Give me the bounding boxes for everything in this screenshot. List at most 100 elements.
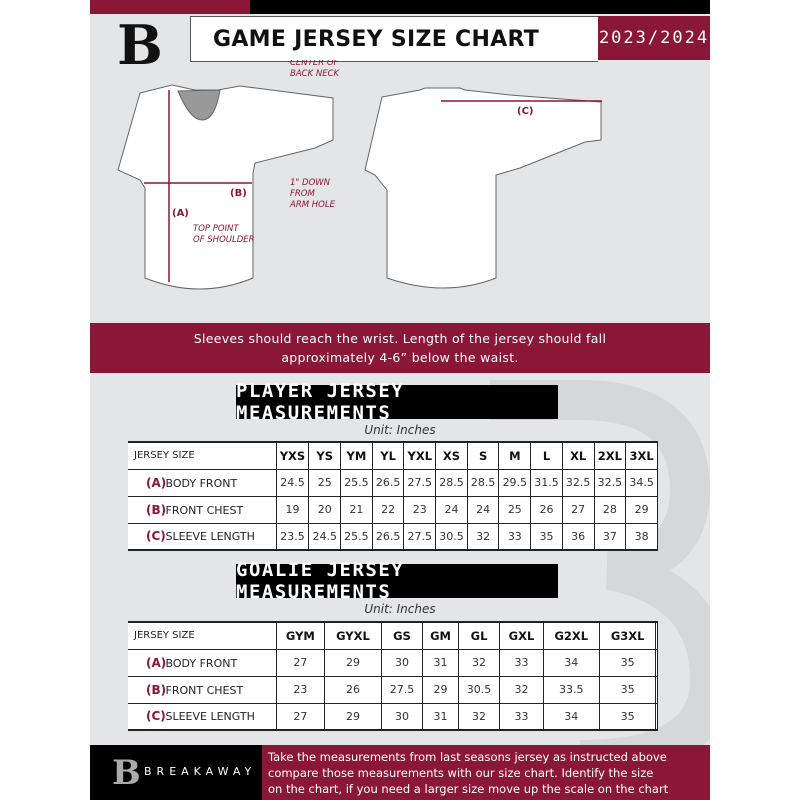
table-cell: 34 [542, 648, 600, 677]
table-cell: 29.5 [498, 468, 532, 497]
size-header: YM [340, 441, 373, 470]
arm-hole-note-1: 1" DOWN [290, 178, 331, 188]
row-letter: (C) [146, 529, 166, 544]
table-cell [655, 648, 658, 677]
size-header: GXL [499, 621, 544, 650]
row-label: (B) FRONT CHEST [128, 495, 277, 524]
instructions-band: Sleeves should reach the wrist. Length o… [90, 323, 710, 373]
table-cell: 35 [598, 675, 657, 704]
table-cell: 27 [561, 495, 595, 524]
table-row: (B) FRONT CHEST 19 20 21 22 23 24 24 25 26 27 28 29 [128, 495, 658, 524]
table-cell: 31 [422, 702, 459, 731]
table-cell: 26 [530, 495, 563, 524]
table-cell: 29 [422, 675, 459, 704]
row-letter: (B) [146, 502, 167, 517]
arm-hole-note-3: ARM HOLE [289, 200, 336, 210]
table-cell: 27 [275, 648, 326, 677]
footer-logo-icon: B [112, 753, 141, 793]
page-title: GAME JERSEY SIZE CHART [190, 16, 598, 62]
row-letter: (C) [146, 709, 166, 724]
table-cell: 24 [466, 495, 500, 524]
player-section-title: PLAYER JERSEY MEASUREMENTS [236, 380, 558, 424]
size-header: XS [435, 441, 468, 470]
table-cell: 30 [380, 648, 424, 677]
label-b: (B) [230, 188, 247, 199]
table-header-row: JERSEY SIZE GYM GYXL GS GM GL GXL G2XL G3XL [128, 621, 658, 650]
size-header: G3XL [598, 621, 657, 650]
jersey-collar [177, 89, 221, 121]
player-unit: Unit: Inches [364, 423, 436, 437]
table-cell: 26.5 [371, 522, 405, 551]
size-header: XL [561, 441, 595, 470]
table-cell: 21 [340, 495, 373, 524]
table-cell: 33 [499, 702, 544, 731]
shoulder-note-2: OF SHOULDER [193, 235, 255, 245]
table-header-row: JERSEY SIZE YXS YS YM YL YXL XS S M L XL 2XL 3XL [128, 441, 658, 470]
footer-line-2: compare those measurements with our size… [268, 766, 654, 780]
table-cell: 28.5 [466, 468, 500, 497]
row-letter: (A) [146, 475, 167, 490]
table-cell: 27.5 [380, 675, 424, 704]
size-header: 2XL [593, 441, 627, 470]
row-letter: (A) [146, 655, 167, 670]
footer-line-3: on the chart, if you need a larger size … [268, 782, 669, 796]
table-cell: 26 [324, 675, 382, 704]
table-row: (A) BODY FRONT 27 29 30 31 32 33 34 35 [128, 648, 658, 677]
table-cell: 23 [275, 675, 326, 704]
row-label: (C) SLEEVE LENGTH [128, 522, 277, 551]
watermark-logo [490, 380, 710, 760]
shoulder-note-1: TOP POINT [193, 224, 239, 234]
table-cell: 32 [457, 702, 501, 731]
table-cell [655, 675, 658, 704]
label-a: (A) [172, 208, 189, 219]
table-cell: 29 [324, 702, 382, 731]
table-cell: 30.5 [435, 522, 468, 551]
table-cell: 35 [598, 702, 657, 731]
season-badge: 2023/2024 [598, 16, 710, 60]
brand-logo: B [117, 13, 163, 77]
table-cell: 30 [380, 702, 424, 731]
table-cell: 36 [561, 522, 595, 551]
top-bar-accent [90, 0, 250, 14]
row-label: (B) FRONT CHEST [128, 675, 277, 704]
table-cell: 29 [625, 495, 658, 524]
table-cell: 24.5 [308, 522, 342, 551]
row-letter: (B) [146, 682, 167, 697]
table-cell: 25 [498, 495, 532, 524]
table-cell: 27.5 [403, 468, 437, 497]
row-name: BODY FRONT [165, 656, 238, 670]
label-c: (C) [517, 106, 533, 117]
table-row: (A) BODY FRONT 24.5 25 25.5 26.5 27.5 28.5 28.5… [128, 468, 658, 497]
table-cell: 32 [499, 675, 544, 704]
size-header: GL [457, 621, 501, 650]
size-header: S [466, 441, 500, 470]
row-label: (A) BODY FRONT [128, 468, 277, 497]
table-cell: 27 [275, 702, 326, 731]
row-name: BODY FRONT [165, 476, 238, 490]
size-header: 3XL [625, 441, 658, 470]
row-name: FRONT CHEST [165, 503, 244, 517]
size-header: YXL [403, 441, 437, 470]
table-cell: 30.5 [457, 675, 501, 704]
table-cell: 34.5 [625, 468, 658, 497]
size-header: GM [422, 621, 459, 650]
table-cell: 28.5 [435, 468, 468, 497]
goalie-section-title: GOALIE JERSEY MEASUREMENTS [236, 559, 558, 603]
arm-hole-note-2: FROM [290, 189, 315, 199]
footer-brand-name: BREAKAWAY [144, 765, 257, 778]
table-cell: 23.5 [275, 522, 310, 551]
size-header: GYXL [324, 621, 382, 650]
table-cell: 23 [403, 495, 437, 524]
instructions-line-2: approximately 4-6” below the waist. [281, 350, 519, 365]
row-name: SLEEVE LENGTH [165, 530, 255, 544]
size-header: M [498, 441, 532, 470]
table-cell: 33 [499, 648, 544, 677]
table-cell: 33.5 [542, 675, 600, 704]
table-cell: 31 [422, 648, 459, 677]
table-cell: 24.5 [275, 468, 310, 497]
center-back-neck-2: BACK NECK [290, 69, 341, 79]
row-label: (A) BODY FRONT [128, 648, 277, 677]
size-header: YS [308, 441, 342, 470]
table-cell: 25.5 [340, 522, 373, 551]
size-header: YL [371, 441, 405, 470]
